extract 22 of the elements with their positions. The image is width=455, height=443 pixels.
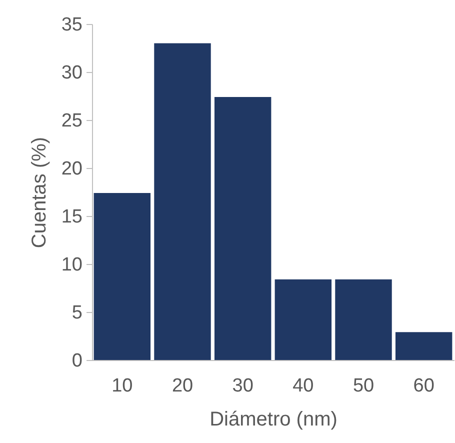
y-tick-label: 10 [61,254,82,276]
x-tick-label: 30 [232,376,254,396]
y-tick-label: 35 [61,14,82,36]
y-tick-label: 0 [72,350,82,372]
y-tick-label: 30 [61,62,82,84]
bar [214,96,272,360]
bar [395,332,452,360]
y-axis-title: Cuentas (%) [28,136,50,248]
bar [94,192,151,360]
y-tick-label: 5 [72,302,82,324]
x-tick-label: 40 [292,376,314,396]
bar [154,43,211,360]
bar [335,279,392,360]
x-tick-label: 60 [413,376,434,396]
x-axis-title: Diámetro (nm) [210,408,338,430]
x-tick-label: 10 [112,376,133,396]
y-tick-label: 25 [61,110,82,132]
x-tick-label: 50 [352,376,374,396]
y-tick-label: 20 [61,158,82,180]
y-tick-label: 15 [61,206,82,228]
x-tick-label: 20 [172,376,194,396]
bar [274,279,332,360]
